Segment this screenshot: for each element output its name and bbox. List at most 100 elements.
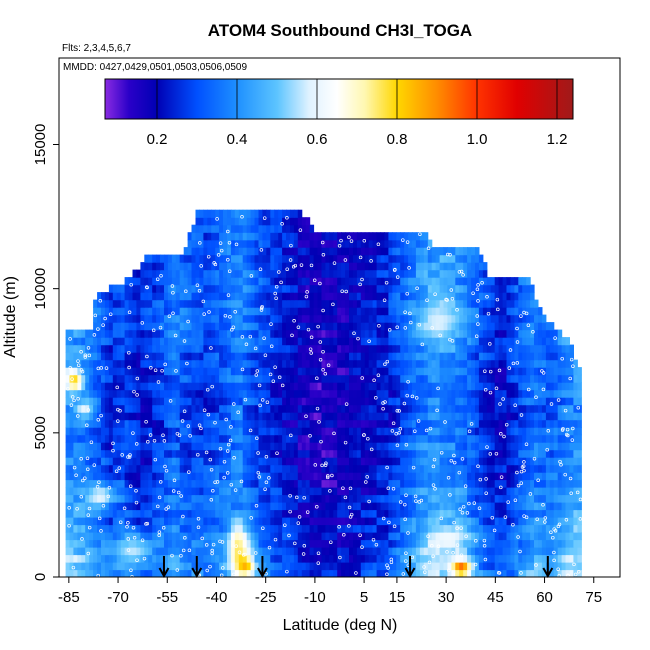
heatmap-cell (164, 322, 169, 331)
heatmap-cell (538, 397, 543, 406)
heatmap-cell (419, 337, 425, 346)
heatmap-cell (81, 569, 86, 577)
heatmap-cell (120, 509, 126, 518)
heatmap-cell (89, 397, 94, 406)
heatmap-cell (392, 517, 397, 526)
heatmap-cell (73, 532, 78, 541)
heatmap-cell (530, 337, 535, 346)
heatmap-cell (223, 284, 228, 293)
heatmap-cell (179, 329, 185, 338)
heatmap-cell (475, 509, 480, 518)
heatmap-cell (419, 344, 425, 353)
heatmap-cell (482, 307, 488, 316)
heatmap-cell (156, 397, 161, 406)
heatmap-cell (376, 307, 382, 316)
heatmap-cell (238, 442, 244, 451)
heatmap-cell (124, 517, 130, 526)
heatmap-cell (179, 299, 185, 308)
heatmap-cell (203, 329, 208, 338)
heatmap-cell (538, 547, 543, 556)
heatmap-cell (553, 359, 559, 368)
heatmap-cell (171, 284, 177, 293)
heatmap-cell (392, 547, 397, 556)
heatmap-cell (482, 442, 488, 451)
heatmap-cell (97, 449, 102, 458)
heatmap-cell (518, 554, 523, 563)
heatmap-cell (85, 532, 90, 541)
heatmap-cell (223, 532, 228, 541)
heatmap-cell (427, 419, 433, 428)
heatmap-cell (557, 367, 563, 376)
heatmap-cell (167, 329, 173, 338)
heatmap-cell (65, 457, 71, 466)
heatmap-cell (341, 554, 346, 563)
heatmap-cell (482, 449, 488, 458)
heatmap-cell (152, 524, 157, 533)
heatmap-cell (175, 464, 181, 473)
heatmap-cell (309, 502, 315, 511)
heatmap-cell (258, 532, 263, 541)
heatmap-cell (541, 359, 547, 368)
heatmap-cell (262, 329, 267, 338)
heatmap-cell (112, 284, 118, 293)
heatmap-cell (183, 367, 189, 376)
heatmap-cell (400, 562, 405, 571)
heatmap-cell (262, 322, 267, 331)
heatmap-cell (522, 569, 527, 577)
heatmap-cell (199, 487, 204, 496)
heatmap-cell (309, 359, 315, 368)
heatmap-cell (538, 464, 543, 473)
heatmap-cell (108, 524, 114, 533)
heatmap-cell (463, 569, 468, 577)
heatmap-cell (238, 322, 244, 331)
heatmap-cell (443, 389, 448, 398)
heatmap-cell (120, 419, 126, 428)
heatmap-cell (396, 307, 401, 316)
heatmap-cell (187, 359, 193, 368)
heatmap-cell (286, 412, 291, 421)
heatmap-cell (93, 307, 98, 316)
heatmap-cell (538, 487, 543, 496)
heatmap-cell (482, 539, 488, 548)
heatmap-cell (427, 359, 433, 368)
heatmap-cell (412, 419, 417, 428)
heatmap-cell (104, 419, 110, 428)
heatmap-cell (104, 292, 110, 301)
heatmap-cell (349, 307, 354, 316)
heatmap-cell (380, 322, 385, 331)
heatmap-cell (101, 374, 106, 383)
heatmap-cell (305, 479, 311, 488)
heatmap-cell (286, 329, 291, 338)
heatmap-cell (230, 457, 236, 466)
heatmap-cell (227, 479, 232, 488)
heatmap-cell (384, 337, 389, 346)
heatmap-cell (215, 494, 220, 503)
heatmap-cell (97, 397, 102, 406)
heatmap-cell (104, 352, 110, 361)
heatmap-cell (557, 569, 563, 577)
heatmap-cell (152, 449, 157, 458)
heatmap-cell (175, 509, 181, 518)
heatmap-cell (148, 457, 153, 466)
heatmap-cell (152, 434, 157, 443)
heatmap-cell (238, 329, 244, 338)
heatmap-cell (431, 517, 437, 526)
heatmap-cell (321, 472, 326, 481)
heatmap-cell (124, 554, 130, 563)
heatmap-cell (290, 457, 295, 466)
heatmap-cell (227, 322, 232, 331)
heatmap-cell (148, 487, 153, 496)
heatmap-cell (120, 532, 126, 541)
heatmap-cell (419, 352, 425, 361)
heatmap-cell (577, 487, 582, 496)
heatmap-cell (514, 442, 519, 451)
heatmap-cell (482, 322, 488, 331)
heatmap-cell (577, 382, 582, 391)
heatmap-cell (431, 487, 437, 496)
heatmap-cell (463, 374, 468, 383)
heatmap-cell (443, 479, 448, 488)
heatmap-cell (435, 344, 441, 353)
heatmap-cell (152, 517, 157, 526)
heatmap-cell (325, 547, 330, 556)
heatmap-cell (290, 569, 295, 577)
